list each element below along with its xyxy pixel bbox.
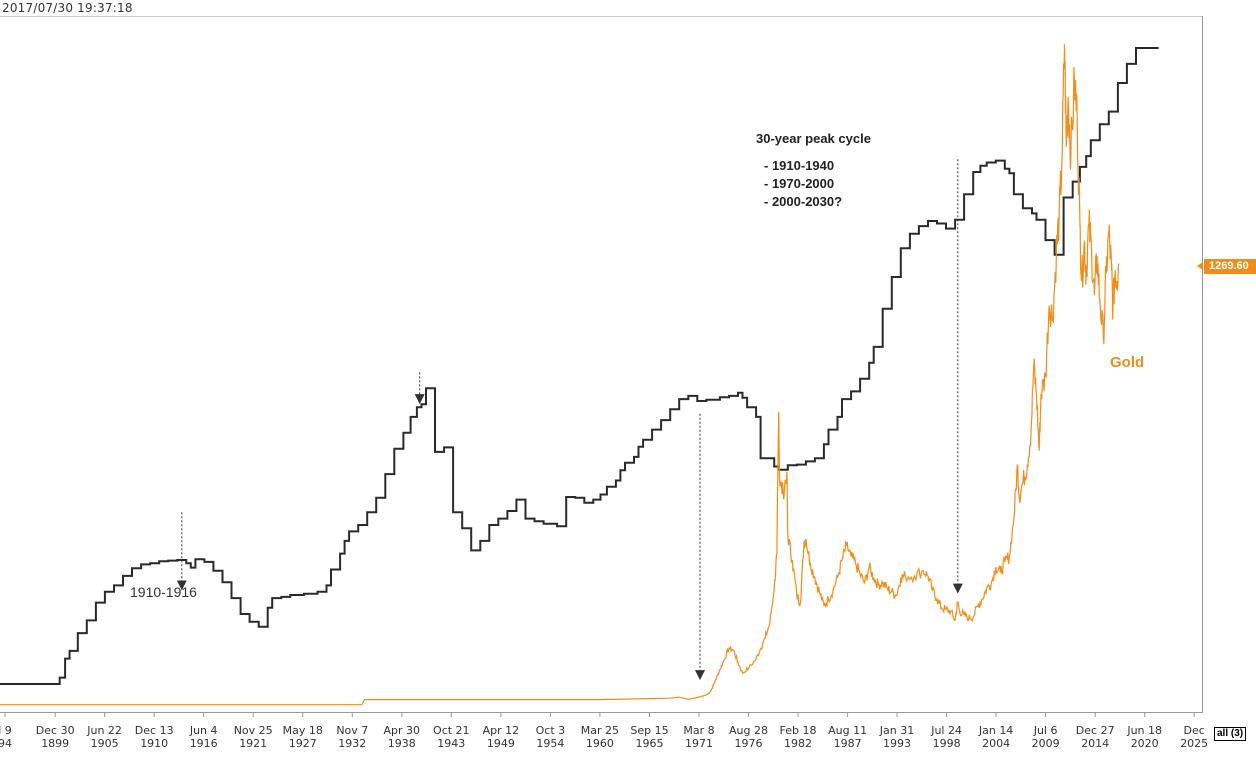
x-tick-label: l 9 <box>0 724 12 737</box>
x-tick-label: Dec 27 <box>1076 724 1115 737</box>
x-tick-label: 2009 <box>1032 737 1060 750</box>
timestamp: 2017/07/30 19:37:18 <box>2 1 133 15</box>
cycle-item: - 1910-1940 <box>764 158 835 173</box>
x-tick-label: Jun 22 <box>86 724 122 737</box>
x-tick-label: Jun 18 <box>1126 724 1162 737</box>
x-tick-label: Aug 11 <box>828 724 867 737</box>
x-tick-label: 1910 <box>140 737 168 750</box>
x-tick-label: 94 <box>0 737 12 750</box>
x-tick-label: 1899 <box>41 737 69 750</box>
x-tick-label: Nov 25 <box>234 724 273 737</box>
x-tick-label: 1927 <box>289 737 317 750</box>
last-price-tag: 1269.60 <box>1204 259 1256 274</box>
x-tick-label: 1938 <box>388 737 416 750</box>
x-tick-label: 2020 <box>1131 737 1159 750</box>
x-tick-label: Mar 8 <box>683 724 714 737</box>
x-tick-label: 1943 <box>437 737 465 750</box>
x-tick-label: 1954 <box>536 737 564 750</box>
x-tick-label: 1960 <box>586 737 614 750</box>
cycle-annotation: 30-year peak cycle - 1910-1940 - 1970-20… <box>756 130 871 211</box>
x-tick-label: 1987 <box>834 737 862 750</box>
x-tick-label: 1932 <box>338 737 366 750</box>
x-tick-label: 1998 <box>933 737 961 750</box>
x-tick-label: Aug 28 <box>729 724 768 737</box>
x-tick-label: Oct 21 <box>433 724 470 737</box>
period-label: 1910-1916 <box>130 584 197 600</box>
price-pointer-icon <box>1197 262 1203 270</box>
x-tick-label: Sep 15 <box>630 724 668 737</box>
x-tick-label: Jan 31 <box>879 724 914 737</box>
x-tick-label: Nov 7 <box>336 724 368 737</box>
x-tick-label: 1949 <box>487 737 515 750</box>
x-tick-label: Jun 4 <box>189 724 218 737</box>
x-tick-label: Feb 18 <box>780 724 817 737</box>
x-tick-label: Jan 14 <box>978 724 1013 737</box>
x-tick-label: 1921 <box>239 737 267 750</box>
index-series-line <box>0 47 1159 685</box>
x-tick-label: 2014 <box>1081 737 1109 750</box>
x-tick-label: 1976 <box>735 737 763 750</box>
range-all-button[interactable]: all (3) <box>1214 727 1247 741</box>
x-tick-label: May 18 <box>283 724 323 737</box>
x-tick-label: Dec 13 <box>135 724 174 737</box>
x-tick-label: 1993 <box>883 737 911 750</box>
x-tick-label: 1965 <box>636 737 664 750</box>
x-tick-label: Apr 30 <box>384 724 421 737</box>
x-tick-label: Apr 12 <box>483 724 520 737</box>
x-tick-label: 1982 <box>784 737 812 750</box>
x-tick-label: Mar 25 <box>581 724 619 737</box>
cycle-item: - 2000-2030? <box>764 194 843 209</box>
chart-top-border <box>0 16 1203 17</box>
cycle-title: 30-year peak cycle <box>756 131 871 146</box>
x-tick-label: Jul 24 <box>930 724 962 737</box>
x-tick-label: Dec <box>1184 724 1205 737</box>
x-tick-label: Dec 30 <box>36 724 75 737</box>
x-tick-label: 1916 <box>190 737 218 750</box>
x-tick-label: Jul 6 <box>1033 724 1058 737</box>
x-tick-label: 1971 <box>685 737 713 750</box>
x-tick-label: Oct 3 <box>536 724 566 737</box>
gold-series-line <box>0 44 1120 706</box>
x-tick-label: 1905 <box>91 737 119 750</box>
x-tick-label: 2025 <box>1180 737 1208 750</box>
x-tick-label: 2004 <box>982 737 1010 750</box>
cycle-item: - 1970-2000 <box>764 176 835 191</box>
plot-area-frame <box>0 16 1203 713</box>
gold-series-label: Gold <box>1110 354 1145 371</box>
